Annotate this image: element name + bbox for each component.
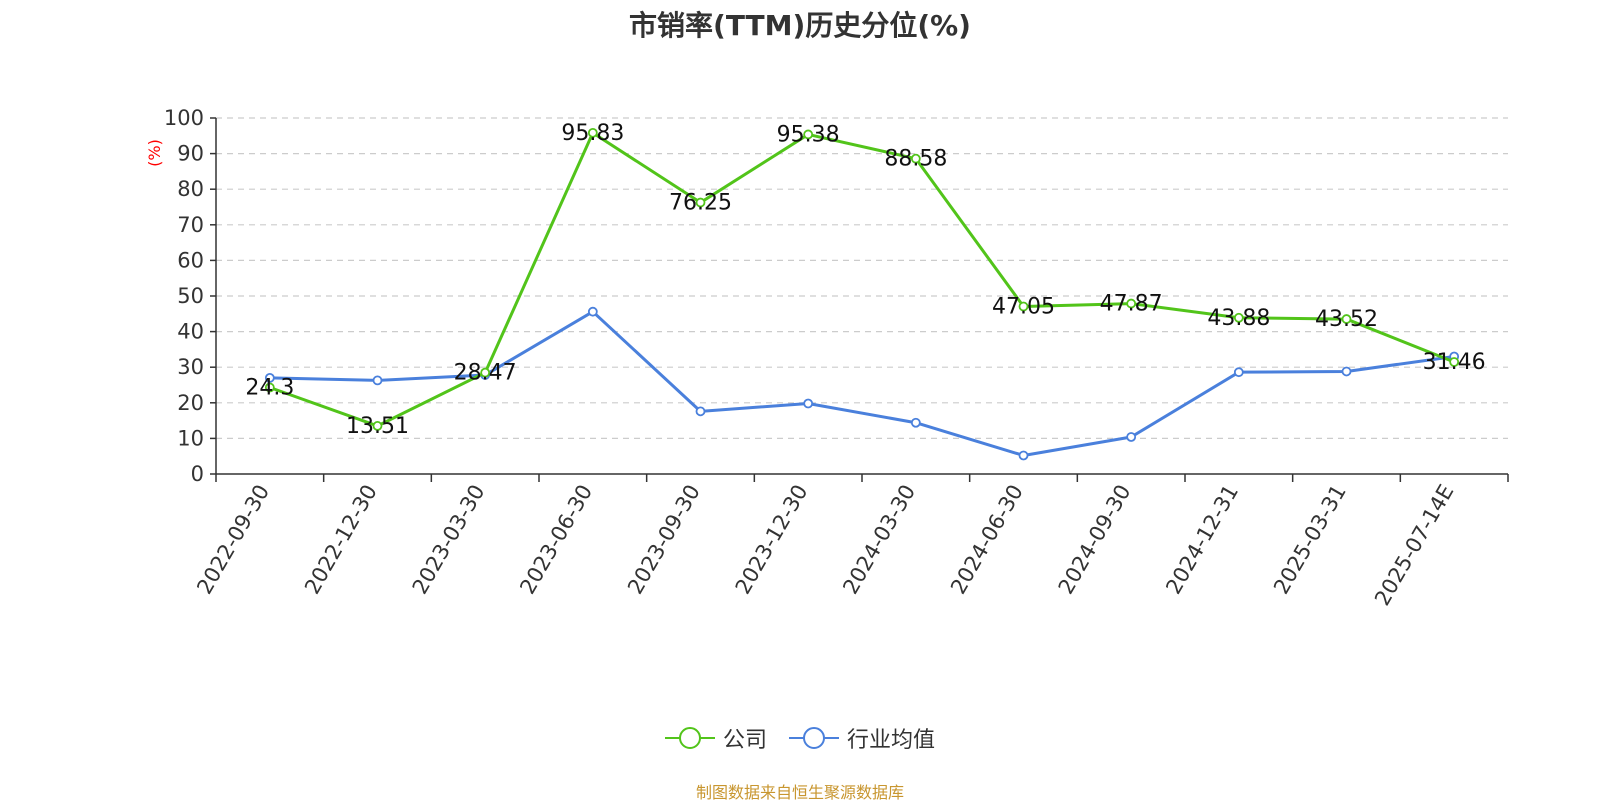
data-point-company xyxy=(803,129,814,140)
data-point-industry xyxy=(1233,367,1244,378)
x-tick-label: 2024-06-30 xyxy=(946,481,1028,599)
data-label: 13.51 xyxy=(346,414,409,439)
series-line-industry xyxy=(269,310,1455,457)
x-tick-label: 2023-06-30 xyxy=(515,481,597,599)
x-tick-label: 2025-07-14E xyxy=(1370,481,1458,610)
data-label: 43.88 xyxy=(1207,306,1270,331)
data-label: 47.05 xyxy=(992,295,1055,320)
data-point-industry xyxy=(1018,450,1029,461)
y-tick-label: 40 xyxy=(177,320,204,344)
data-label: 43.52 xyxy=(1315,307,1378,332)
y-axis-label: (%) xyxy=(145,139,164,167)
legend-marker-icon xyxy=(789,727,839,749)
legend-marker-icon xyxy=(664,727,715,749)
data-label: 31.46 xyxy=(1423,350,1486,375)
series-line-company xyxy=(269,131,1455,428)
y-tick-label: 90 xyxy=(177,142,204,166)
y-tick-label: 20 xyxy=(177,391,204,415)
data-label: 47.87 xyxy=(1100,292,1163,317)
data-point-industry xyxy=(1341,366,1352,377)
x-tick-label: 2022-12-30 xyxy=(300,481,382,599)
y-tick-label: 0 xyxy=(191,462,204,486)
x-tick-label: 2024-03-30 xyxy=(838,480,920,598)
x-tick-label: 2023-12-30 xyxy=(731,481,813,599)
data-point-company xyxy=(587,127,598,138)
data-point-industry xyxy=(264,372,275,383)
y-tick-label: 60 xyxy=(177,248,204,272)
y-tick-label: 80 xyxy=(177,177,204,201)
y-tick-label: 70 xyxy=(177,213,204,237)
data-label: 28.47 xyxy=(454,361,517,386)
y-tick-label: 100 xyxy=(164,106,204,130)
data-label: 95.38 xyxy=(777,122,840,147)
legend-label: 行业均值 xyxy=(847,728,936,753)
data-label: 24.3 xyxy=(245,375,294,400)
series xyxy=(264,127,1460,461)
data-point-company xyxy=(1233,312,1244,323)
legend: 公司 行业均值 xyxy=(0,722,1600,754)
data-labels: 24.3 13.51 28.47 95.83 76.25 95.38 88.58 47.05 4… xyxy=(245,121,1485,439)
data-point-industry xyxy=(1126,432,1137,442)
chart-title: 市销率(TTM)历史分位(%) xyxy=(629,9,971,42)
y-tick-label: 10 xyxy=(177,426,204,450)
data-point-company xyxy=(1449,357,1460,367)
data-point-company xyxy=(1126,298,1137,309)
y-tick-label: 50 xyxy=(177,284,204,308)
data-point-company xyxy=(910,153,921,164)
y-tick-label: 30 xyxy=(177,355,204,379)
data-point-industry xyxy=(803,398,814,409)
grid-lines xyxy=(216,117,1508,439)
legend-item-industry[interactable]: 行业均值 xyxy=(789,722,935,754)
data-point-company xyxy=(264,382,275,393)
data-point-company xyxy=(695,197,706,208)
x-tick-label: 2022-09-30 xyxy=(192,481,274,599)
axes: 0 10 20 30 40 50 60 70 80 90 100(%) 2022-09-30 2022-… xyxy=(145,106,1509,610)
legend-label: 公司 xyxy=(722,728,767,753)
data-point-company xyxy=(480,367,491,378)
x-tick-label: 2024-12-31 xyxy=(1161,481,1243,599)
data-point-industry xyxy=(372,375,383,386)
data-point-industry xyxy=(695,406,706,417)
data-point-company xyxy=(372,421,383,431)
data-label: 95.83 xyxy=(561,121,624,146)
data-point-industry xyxy=(910,417,921,428)
legend-item-company[interactable]: 公司 xyxy=(664,722,767,754)
x-tick-label: 2023-03-30 xyxy=(408,480,490,598)
data-point-company xyxy=(1018,301,1029,312)
data-point-company xyxy=(1341,314,1352,324)
data-source-note: 制图数据来自恒生聚源数据库 xyxy=(695,783,904,802)
data-point-industry xyxy=(587,306,598,317)
x-tick-label: 2023-09-30 xyxy=(623,481,705,599)
data-label: 76.25 xyxy=(669,191,732,216)
x-tick-label: 2024-09-30 xyxy=(1054,481,1136,599)
x-tick-label: 2025-03-31 xyxy=(1269,481,1351,599)
data-label: 88.58 xyxy=(884,147,947,172)
